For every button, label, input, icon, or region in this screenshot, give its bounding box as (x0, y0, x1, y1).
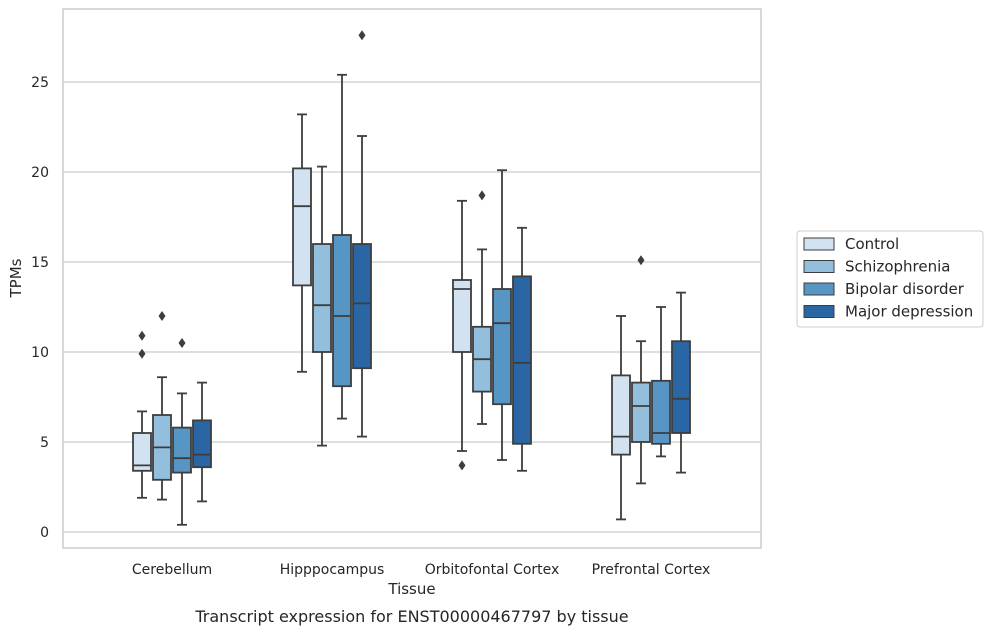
legend-swatch-1 (803, 260, 835, 273)
y-axis-label: TPMs (7, 258, 25, 298)
outlier-0 (637, 255, 645, 266)
box-0-3 (611, 315, 631, 521)
y-tick-label-15: 15 (31, 255, 49, 271)
y-tick-label-5: 5 (40, 435, 49, 451)
box-0-2 (452, 199, 472, 471)
x-axis-label: Tissue (387, 580, 435, 598)
outlier-0 (478, 190, 486, 201)
box-body (492, 288, 512, 406)
x-tick-label-0: Cerebellum (132, 562, 212, 578)
plot-frame (62, 8, 762, 549)
legend-label-3: Major depression (845, 303, 973, 321)
chart-caption: Transcript expression for ENST0000046779… (194, 607, 628, 626)
outlier-0 (178, 338, 186, 348)
box-3-1 (352, 30, 372, 438)
legend-frame (796, 230, 984, 328)
x-axis-ticks: Cerebellum Hipppocampus Orbitofontal Corte… (132, 562, 710, 578)
y-tick-label-20: 20 (31, 165, 49, 181)
outlier-0 (138, 348, 146, 359)
box-body (292, 167, 312, 287)
y-tick-label-25: 25 (31, 75, 49, 91)
outlier-0 (158, 311, 166, 321)
box-1-1 (312, 165, 332, 447)
box-2-0 (172, 338, 192, 526)
legend-swatch-3 (803, 305, 835, 318)
y-tick-label-0: 0 (40, 525, 49, 541)
outlier-1 (138, 330, 146, 341)
legend: Control Schizophrenia Bipolar disorder Majo… (796, 230, 984, 328)
box-body (132, 432, 152, 472)
box-body (312, 243, 332, 353)
box-2-2 (492, 169, 512, 461)
box-3-0 (192, 381, 212, 503)
legend-label-0: Control (845, 235, 899, 253)
box-body (631, 381, 651, 443)
box-body (352, 243, 372, 370)
y-tick-label-10: 10 (31, 345, 49, 361)
legend-label-2: Bipolar disorder (845, 280, 965, 298)
legend-swatch-2 (803, 282, 835, 296)
box-1-2 (472, 190, 492, 425)
x-tick-label-1: Hipppocampus (280, 562, 385, 578)
box-1-0 (152, 311, 172, 501)
box-0-0 (132, 330, 152, 499)
box-2-1 (332, 73, 352, 420)
box-plot-boxes (132, 30, 691, 526)
box-body (611, 374, 631, 456)
box-body (452, 279, 472, 353)
box-body (671, 340, 691, 434)
box-body (332, 234, 352, 388)
box-3-3 (671, 291, 691, 474)
legend-swatch-0 (803, 237, 835, 251)
box-body (192, 419, 212, 469)
box-body (172, 426, 192, 474)
outlier-0 (358, 30, 366, 41)
x-tick-label-2: Orbitofontal Cortex (425, 562, 560, 578)
box-body (651, 379, 671, 445)
x-tick-label-3: Prefrontal Cortex (592, 562, 711, 578)
y-axis-ticks: 0 5 10 15 20 25 (31, 75, 49, 541)
legend-label-1: Schizophrenia (845, 258, 950, 276)
box-1-3 (631, 255, 651, 485)
box-3-2 (512, 226, 532, 472)
outlier-0 (458, 460, 466, 471)
box-2-3 (651, 306, 671, 458)
box-0-1 (292, 113, 312, 373)
box-body (512, 275, 532, 445)
